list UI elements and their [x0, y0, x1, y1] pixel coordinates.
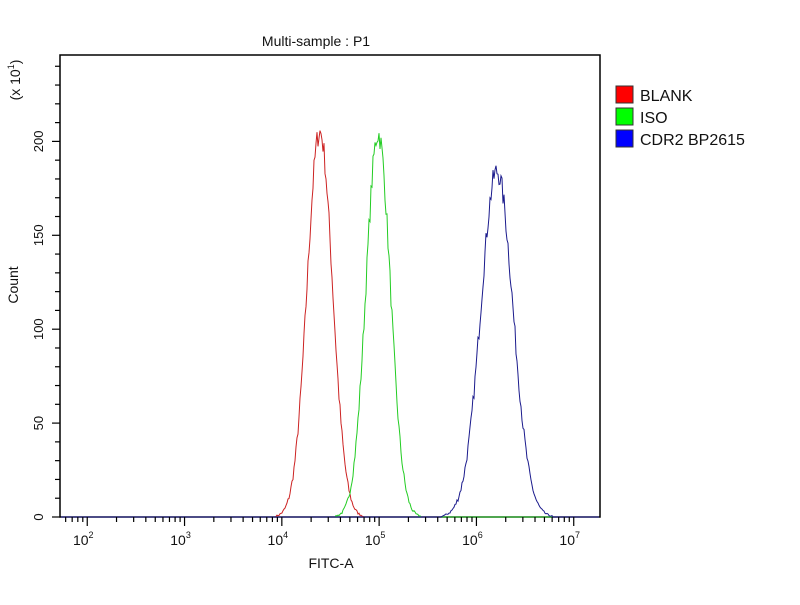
x-axis: 102 103 104 105 106 107 — [65, 517, 580, 548]
series-blank-curve — [61, 130, 599, 518]
y-tick-label: 150 — [31, 224, 46, 246]
plot-frame — [59, 54, 601, 518]
series-iso-curve — [61, 133, 599, 518]
x-tick-label: 107 — [559, 530, 580, 548]
legend-label: ISO — [640, 110, 668, 127]
y-multiplier-label: (x 101) — [6, 60, 23, 101]
y-tick-label: 0 — [31, 513, 46, 520]
legend: BLANK ISO CDR2 BP2615 — [615, 85, 745, 149]
x-tick-label: 106 — [462, 530, 483, 548]
x-tick-label: 103 — [170, 530, 191, 548]
y-tick-label: 50 — [31, 416, 46, 430]
legend-swatch — [615, 85, 634, 104]
chart-title: Multi-sample : P1 — [262, 33, 370, 49]
legend-label: CDR2 BP2615 — [640, 132, 745, 149]
y-tick-label: 100 — [31, 318, 46, 340]
x-tick-label: 104 — [268, 530, 289, 548]
y-tick-label: 200 — [31, 131, 46, 153]
y-axis: 0 50 100 150 200 — [31, 65, 60, 521]
series-cdr2-bp2615-curve — [61, 165, 599, 518]
legend-swatch — [615, 107, 634, 126]
x-axis-label: FITC-A — [308, 555, 354, 571]
legend-label: BLANK — [640, 88, 693, 105]
legend-swatch — [615, 129, 634, 148]
x-tick-label: 105 — [365, 530, 386, 548]
x-tick-label: 102 — [73, 530, 94, 548]
y-axis-label: Count — [5, 266, 21, 303]
histogram-curves — [61, 130, 599, 518]
